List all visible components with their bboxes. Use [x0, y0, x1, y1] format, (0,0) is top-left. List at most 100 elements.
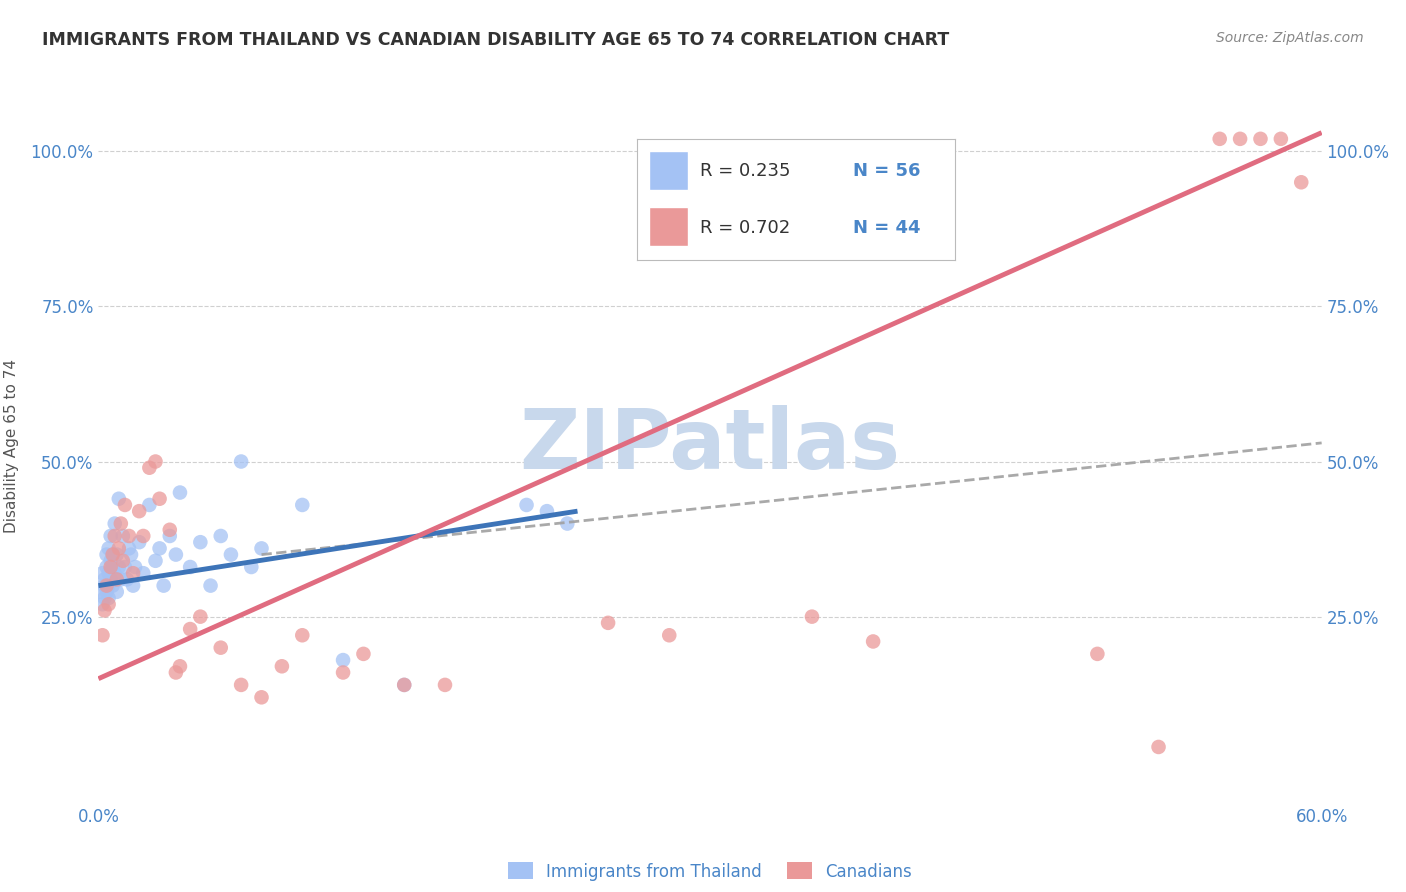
- Point: [89, 584, 111, 599]
- Point: [332, 653, 354, 667]
- Point: [96, 548, 118, 562]
- Point: [111, 529, 134, 543]
- Point: [169, 485, 191, 500]
- Text: IMMIGRANTS FROM THAILAND VS CANADIAN DISABILITY AGE 65 TO 74 CORRELATION CHART: IMMIGRANTS FROM THAILAND VS CANADIAN DIS…: [42, 31, 949, 49]
- Point: [96, 560, 118, 574]
- Point: [97, 579, 120, 593]
- Point: [114, 560, 136, 574]
- Point: [105, 573, 128, 587]
- Point: [165, 548, 187, 562]
- Point: [101, 548, 124, 562]
- Point: [100, 529, 122, 543]
- Point: [179, 560, 201, 574]
- Point: [104, 529, 127, 543]
- Text: N = 56: N = 56: [853, 161, 921, 179]
- Point: [96, 584, 118, 599]
- Point: [105, 584, 128, 599]
- Point: [352, 647, 374, 661]
- Point: [122, 566, 145, 581]
- Point: [434, 678, 457, 692]
- Text: N = 44: N = 44: [853, 219, 921, 236]
- Point: [159, 523, 181, 537]
- Point: [862, 634, 884, 648]
- Bar: [650, 207, 688, 246]
- Point: [516, 498, 538, 512]
- Point: [104, 516, 127, 531]
- Point: [801, 609, 824, 624]
- Point: [200, 579, 222, 593]
- Point: [122, 579, 145, 593]
- Point: [91, 566, 114, 581]
- Point: [1209, 132, 1232, 146]
- Point: [91, 597, 114, 611]
- Point: [209, 640, 232, 655]
- Point: [108, 541, 131, 556]
- Point: [101, 560, 124, 574]
- Point: [270, 659, 294, 673]
- Point: [100, 560, 122, 574]
- Text: R = 0.702: R = 0.702: [700, 219, 790, 236]
- Point: [108, 560, 131, 574]
- Point: [124, 560, 146, 574]
- Point: [219, 548, 242, 562]
- Point: [392, 678, 416, 692]
- Point: [658, 628, 681, 642]
- Point: [110, 516, 132, 531]
- Point: [120, 548, 142, 562]
- Point: [96, 579, 118, 593]
- Point: [149, 491, 172, 506]
- Point: [118, 541, 141, 556]
- Point: [188, 535, 212, 549]
- Point: [108, 491, 131, 506]
- Point: [101, 548, 124, 562]
- Point: [149, 541, 172, 556]
- Text: R = 0.235: R = 0.235: [700, 161, 790, 179]
- Point: [1270, 132, 1292, 146]
- Point: [159, 529, 181, 543]
- Point: [132, 529, 155, 543]
- Point: [392, 678, 416, 692]
- Point: [291, 628, 314, 642]
- Point: [188, 609, 212, 624]
- Point: [557, 516, 579, 531]
- Point: [231, 454, 253, 468]
- Point: [93, 573, 115, 587]
- Point: [179, 622, 201, 636]
- Point: [105, 548, 128, 562]
- Point: [93, 591, 115, 605]
- Point: [332, 665, 354, 680]
- Point: [132, 566, 155, 581]
- Point: [291, 498, 314, 512]
- Point: [250, 541, 273, 556]
- Point: [145, 554, 167, 568]
- Point: [114, 498, 136, 512]
- Point: [110, 573, 132, 587]
- Point: [101, 579, 124, 593]
- Point: [1147, 739, 1170, 754]
- Point: [138, 460, 160, 475]
- Point: [91, 628, 114, 642]
- Legend: Immigrants from Thailand, Canadians: Immigrants from Thailand, Canadians: [502, 855, 918, 888]
- Point: [93, 579, 115, 593]
- Bar: [650, 152, 688, 190]
- Point: [1291, 175, 1313, 189]
- Point: [165, 665, 187, 680]
- Point: [115, 573, 138, 587]
- Point: [152, 579, 174, 593]
- Point: [100, 573, 122, 587]
- Text: ZIPatlas: ZIPatlas: [520, 406, 900, 486]
- Text: Source: ZipAtlas.com: Source: ZipAtlas.com: [1216, 31, 1364, 45]
- Point: [169, 659, 191, 673]
- Point: [145, 454, 167, 468]
- Point: [93, 603, 115, 617]
- Point: [97, 541, 120, 556]
- Point: [598, 615, 620, 630]
- Point: [111, 554, 134, 568]
- Point: [97, 566, 120, 581]
- Point: [118, 529, 141, 543]
- Point: [128, 504, 150, 518]
- Point: [97, 597, 120, 611]
- Point: [104, 566, 127, 581]
- Point: [100, 554, 122, 568]
- Point: [250, 690, 273, 705]
